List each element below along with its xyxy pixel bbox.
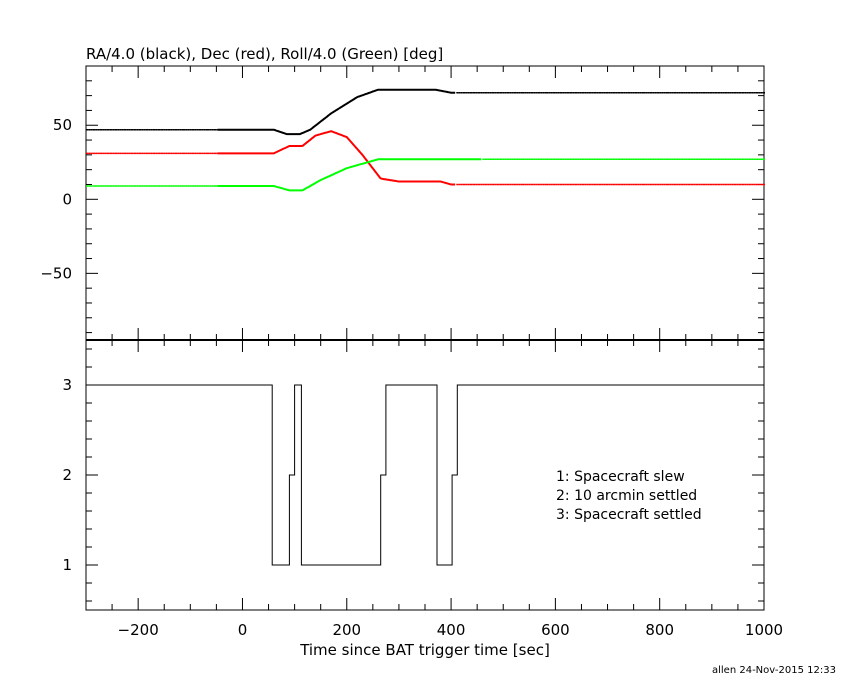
legend-item-spacecraft-slew: 1: Spacecraft slew	[556, 469, 685, 485]
legend-item-10-arcmin-settled: 2: 10 arcmin settled	[556, 488, 697, 504]
bottom-panel: 3 2 1 −200 0 200 400 600 800 1000 Time since BAT …	[62, 339, 783, 659]
settle-status-step-line	[86, 384, 764, 566]
series-line	[217, 130, 456, 186]
y-tick-label: 50	[53, 116, 72, 134]
chart-legend: 1: Spacecraft slew 2: 10 arcmin settled …	[556, 469, 702, 523]
y-tick-label: −50	[40, 264, 72, 282]
x-tick-label: 800	[645, 621, 674, 639]
series-dotted-line	[86, 91, 765, 131]
y-tick-label: 0	[62, 190, 72, 208]
top-panel-ticks: 50 0 −50	[40, 66, 765, 340]
series-dotted-line	[86, 158, 765, 187]
x-tick-label: 0	[238, 621, 248, 639]
top-panel-title: RA/4.0 (black), Dec (red), Roll/4.0 (Gre…	[86, 45, 443, 63]
y-tick-label: 2	[62, 466, 72, 484]
series-dotted-line	[86, 152, 765, 186]
top-panel: RA/4.0 (black), Dec (red), Roll/4.0 (Gre…	[40, 45, 765, 341]
bottom-panel-series	[86, 384, 764, 566]
legend-item-spacecraft-settled: 3: Spacecraft settled	[556, 507, 702, 523]
x-axis-label: Time since BAT trigger time [sec]	[299, 641, 550, 659]
top-panel-series	[86, 88, 765, 192]
x-tick-label: −200	[118, 621, 159, 639]
x-tick-label: 200	[332, 621, 361, 639]
y-tick-label: 1	[62, 556, 72, 574]
x-tick-label: 400	[437, 621, 466, 639]
series-line	[217, 88, 456, 136]
x-tick-label: 600	[541, 621, 570, 639]
series-line	[217, 158, 482, 192]
y-tick-label: 3	[62, 376, 72, 394]
footer-stamp: allen 24-Nov-2015 12:33	[712, 665, 836, 676]
x-tick-label: 1000	[745, 621, 783, 639]
top-panel-frame	[85, 65, 765, 341]
